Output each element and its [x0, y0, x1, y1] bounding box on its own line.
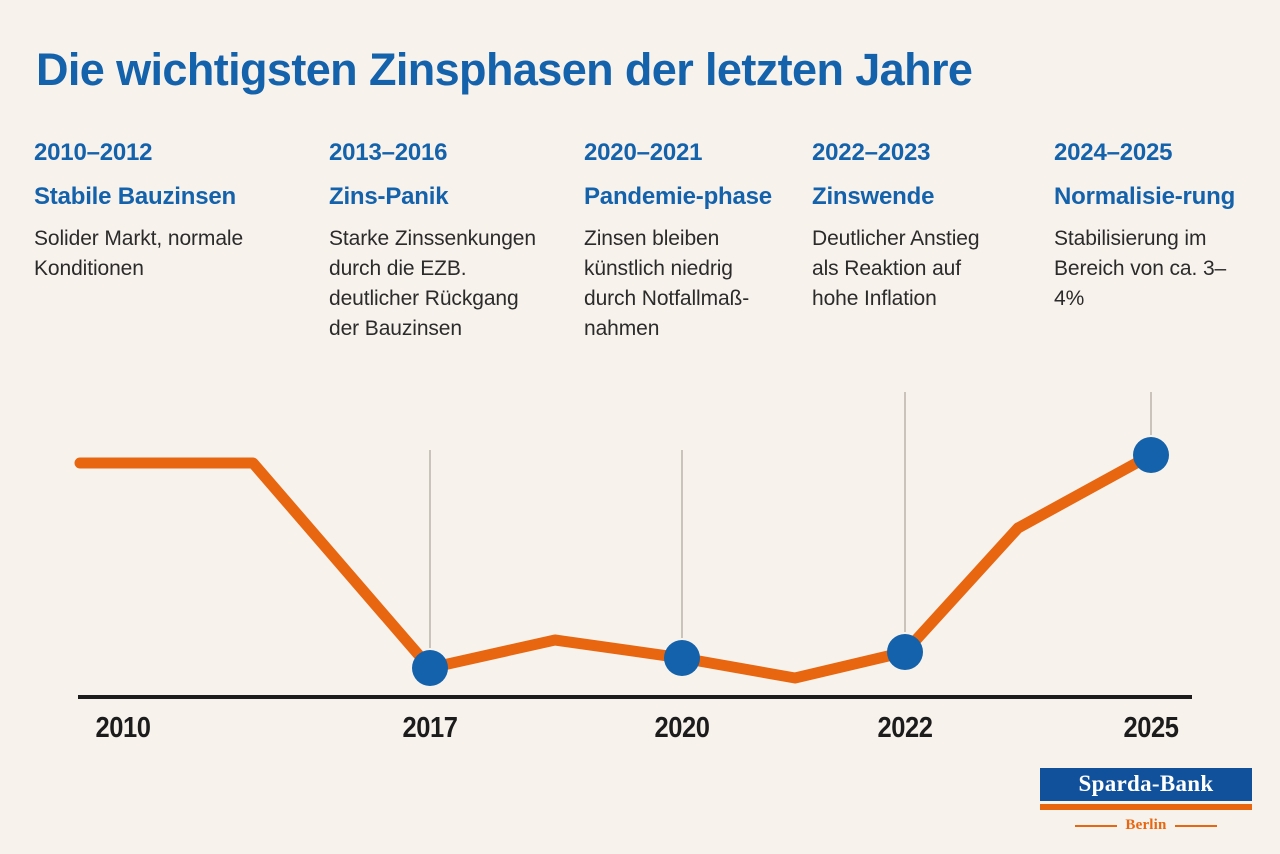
logo-location-row: Berlin: [1040, 817, 1252, 834]
phase-years: 2010–2012: [34, 139, 153, 166]
phase-columns: 2010–2012 Stabile Bauzinsen Solider Mark…: [0, 138, 1280, 438]
logo-location: Berlin: [1125, 817, 1167, 833]
x-axis-tick-label: 2017: [402, 712, 458, 744]
phase-column-5: 2024–2025 Normalisie-rung Stabilisierung…: [1054, 138, 1254, 314]
x-axis-tick-label: 2010: [95, 712, 151, 744]
phase-years: 2022–2023: [812, 139, 931, 166]
phase-body: Starke Zinssenkungen durch die EZB. deut…: [329, 227, 536, 340]
data-point-marker-2017[interactable]: [412, 650, 448, 686]
logo-rule-right: [1174, 824, 1217, 827]
phase-years: 2024–2025: [1054, 139, 1173, 166]
phase-heading: Normalisie-rung: [1054, 183, 1236, 210]
phase-heading: Zinswende: [812, 183, 935, 210]
phase-column-3: 2020–2021 Pandemie-phase Zinsen bleiben …: [584, 138, 784, 344]
phase-body: Zinsen bleiben künstlich niedrig durch N…: [584, 227, 750, 340]
x-axis-tick-label: 2020: [654, 712, 710, 744]
data-point-marker-2022[interactable]: [887, 634, 923, 670]
data-point-marker-2020[interactable]: [664, 640, 700, 676]
logo-rule-left: [1075, 824, 1118, 827]
series-line-bauzinsen: [74, 449, 1157, 684]
phase-column-2: 2013–2016 Zins-Panik Starke Zinssenkunge…: [329, 138, 544, 344]
phase-body: Stabilisierung im Bereich von ca. 3–4%: [1054, 227, 1227, 310]
phase-body: Deutlicher Anstieg als Reaktion auf hohe…: [812, 227, 980, 310]
phase-column-4: 2022–2023 Zinswende Deutlicher Anstieg a…: [812, 138, 1010, 314]
x-axis-labels: 2010 2017 2020 2022 2025: [0, 712, 1280, 752]
data-point-markers-group: [412, 437, 1169, 686]
phase-heading: Stabile Bauzinsen: [34, 183, 236, 210]
phase-heading: Zins-Panik: [329, 183, 449, 210]
logo-bank-name: Sparda-Bank: [1040, 768, 1252, 801]
x-axis-tick-label: 2022: [877, 712, 933, 744]
logo-accent-bar: [1040, 804, 1252, 810]
x-axis-tick-label: 2025: [1123, 712, 1179, 744]
data-point-marker-2025[interactable]: [1133, 437, 1169, 473]
phase-years: 2013–2016: [329, 139, 448, 166]
phase-years: 2020–2021: [584, 139, 703, 166]
sparda-bank-logo: Sparda-Bank Berlin: [1040, 768, 1252, 834]
phase-body: Solider Markt, normale Konditionen: [34, 227, 244, 280]
page-title: Die wichtigsten Zinsphasen der letzten J…: [36, 44, 973, 95]
phase-heading: Pandemie-phase: [584, 183, 772, 210]
phase-column-1: 2010–2012 Stabile Bauzinsen Solider Mark…: [34, 138, 264, 284]
